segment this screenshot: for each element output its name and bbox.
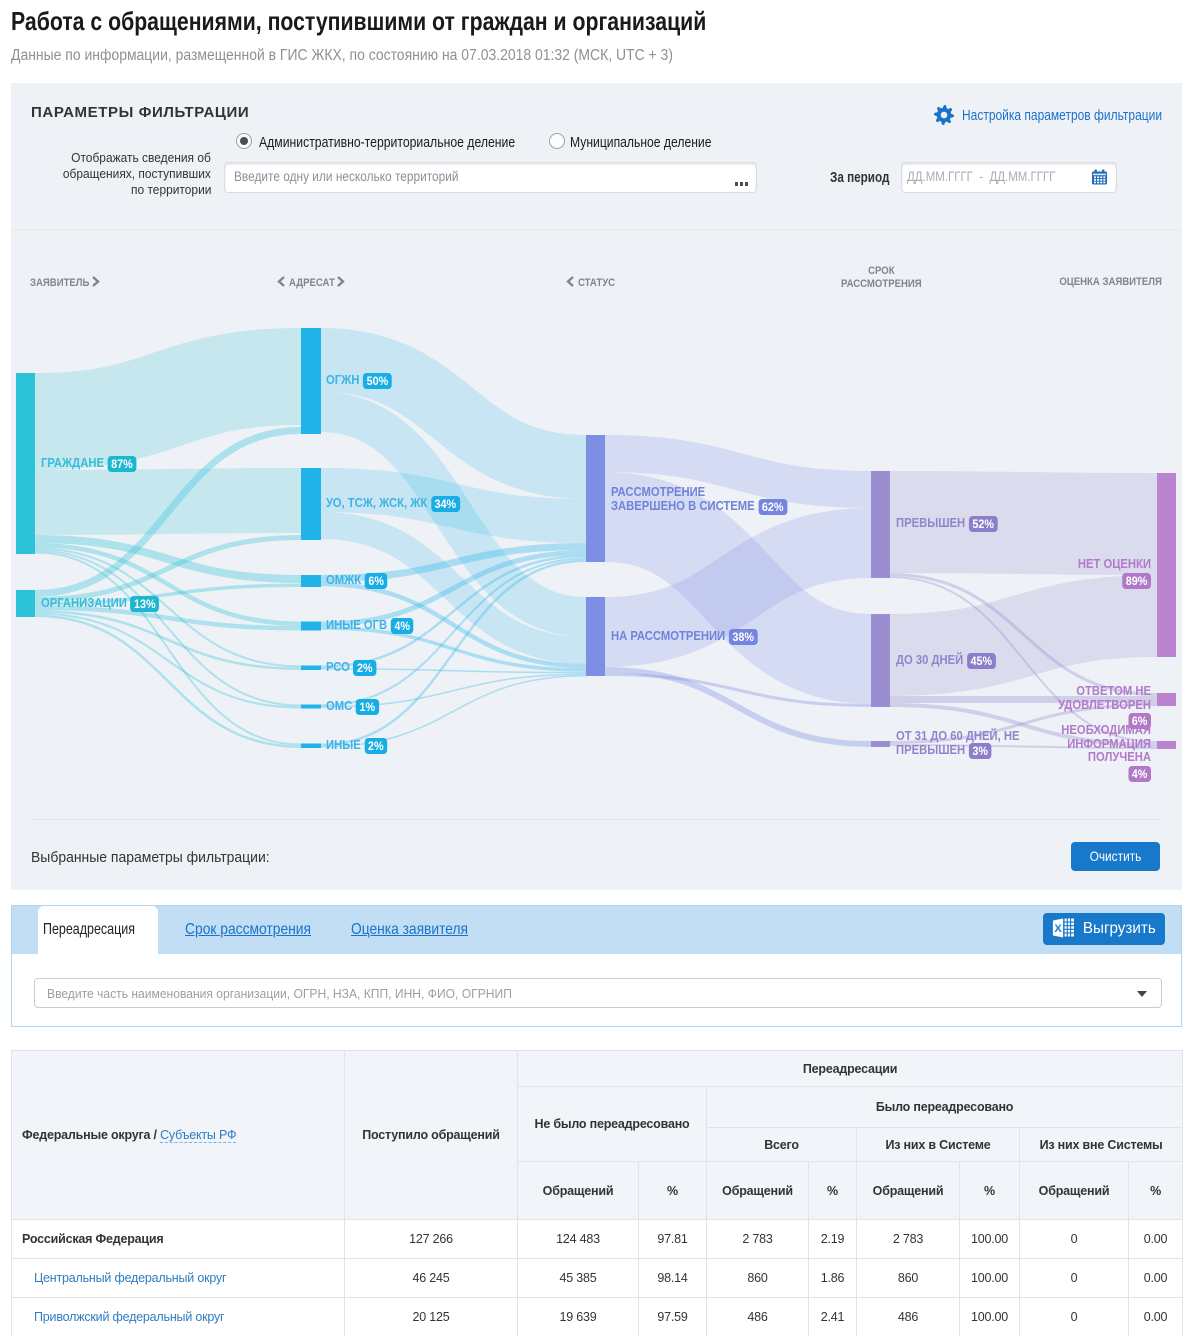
svg-text:X: X: [1054, 923, 1062, 935]
